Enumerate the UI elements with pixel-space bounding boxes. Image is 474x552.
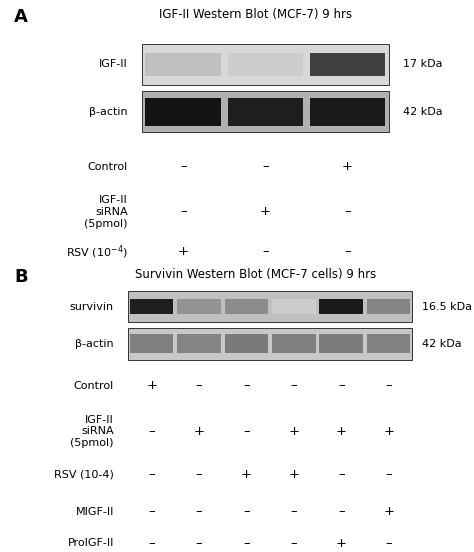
Bar — [228, 53, 303, 76]
Text: –: – — [196, 468, 202, 481]
Text: –: – — [180, 205, 187, 219]
Text: –: – — [291, 537, 297, 550]
Text: –: – — [291, 505, 297, 518]
Text: –: – — [243, 505, 250, 518]
Text: Control: Control — [73, 380, 114, 390]
Text: –: – — [344, 205, 351, 219]
Text: –: – — [338, 468, 345, 481]
Bar — [367, 335, 410, 353]
Text: +: + — [288, 425, 300, 438]
Bar — [272, 335, 316, 353]
Text: –: – — [262, 161, 269, 173]
Bar — [319, 335, 363, 353]
Text: –: – — [148, 505, 155, 518]
Text: β-actin: β-actin — [75, 339, 114, 349]
Text: IGF-II
siRNA
(5pmol): IGF-II siRNA (5pmol) — [84, 195, 128, 229]
Bar — [177, 299, 221, 315]
Text: +: + — [383, 425, 394, 438]
Text: IGF-II Western Blot (MCF-7) 9 hrs: IGF-II Western Blot (MCF-7) 9 hrs — [159, 8, 353, 21]
Text: –: – — [385, 537, 392, 550]
Text: RSV (10$^{-4}$): RSV (10$^{-4}$) — [66, 243, 128, 261]
Text: –: – — [243, 537, 250, 550]
Text: Control: Control — [88, 162, 128, 172]
Bar — [272, 299, 316, 315]
Text: –: – — [148, 537, 155, 550]
Bar — [177, 335, 221, 353]
Text: +: + — [288, 468, 300, 481]
Bar — [310, 53, 385, 76]
Bar — [128, 291, 412, 322]
Text: IGF-II
siRNA
(5pmol): IGF-II siRNA (5pmol) — [70, 415, 114, 448]
Text: +: + — [241, 468, 252, 481]
Text: –: – — [243, 425, 250, 438]
Text: +: + — [383, 505, 394, 518]
Text: –: – — [180, 161, 187, 173]
Bar — [319, 299, 363, 315]
Text: +: + — [193, 425, 205, 438]
Text: –: – — [243, 379, 250, 392]
Text: β-actin: β-actin — [90, 107, 128, 117]
Text: 16.5 kDa: 16.5 kDa — [422, 301, 472, 311]
Bar — [130, 299, 173, 315]
Text: 17 kDa: 17 kDa — [403, 59, 442, 69]
Text: –: – — [196, 379, 202, 392]
Text: –: – — [385, 468, 392, 481]
Text: +: + — [336, 425, 347, 438]
Text: –: – — [338, 379, 345, 392]
Text: MIGF-II: MIGF-II — [75, 507, 114, 517]
Text: A: A — [14, 8, 28, 26]
Text: +: + — [260, 205, 271, 219]
Text: IGF-II: IGF-II — [99, 59, 128, 69]
Bar — [142, 44, 389, 85]
Bar — [310, 98, 385, 126]
Bar — [228, 98, 303, 126]
Text: –: – — [385, 379, 392, 392]
Text: +: + — [336, 537, 347, 550]
Text: –: – — [196, 537, 202, 550]
Bar — [367, 299, 410, 315]
Text: +: + — [342, 161, 353, 173]
Text: –: – — [338, 505, 345, 518]
Bar — [128, 328, 412, 360]
Text: B: B — [14, 268, 28, 286]
Bar — [142, 92, 389, 132]
Bar — [225, 335, 268, 353]
Text: –: – — [148, 425, 155, 438]
Bar — [225, 299, 268, 315]
Text: –: – — [196, 505, 202, 518]
Text: RSV (10-4): RSV (10-4) — [54, 470, 114, 480]
Bar — [146, 53, 221, 76]
Text: –: – — [344, 245, 351, 258]
Text: +: + — [178, 245, 189, 258]
Text: –: – — [148, 468, 155, 481]
Text: –: – — [291, 379, 297, 392]
Text: +: + — [146, 379, 157, 392]
Bar — [130, 335, 173, 353]
Text: –: – — [262, 245, 269, 258]
Text: survivin: survivin — [70, 301, 114, 311]
Text: ProIGF-II: ProIGF-II — [67, 538, 114, 548]
Text: 42 kDa: 42 kDa — [403, 107, 443, 117]
Bar — [146, 98, 221, 126]
Text: Survivin Western Blot (MCF-7 cells) 9 hrs: Survivin Western Blot (MCF-7 cells) 9 hr… — [136, 268, 376, 281]
Text: 42 kDa: 42 kDa — [422, 339, 462, 349]
